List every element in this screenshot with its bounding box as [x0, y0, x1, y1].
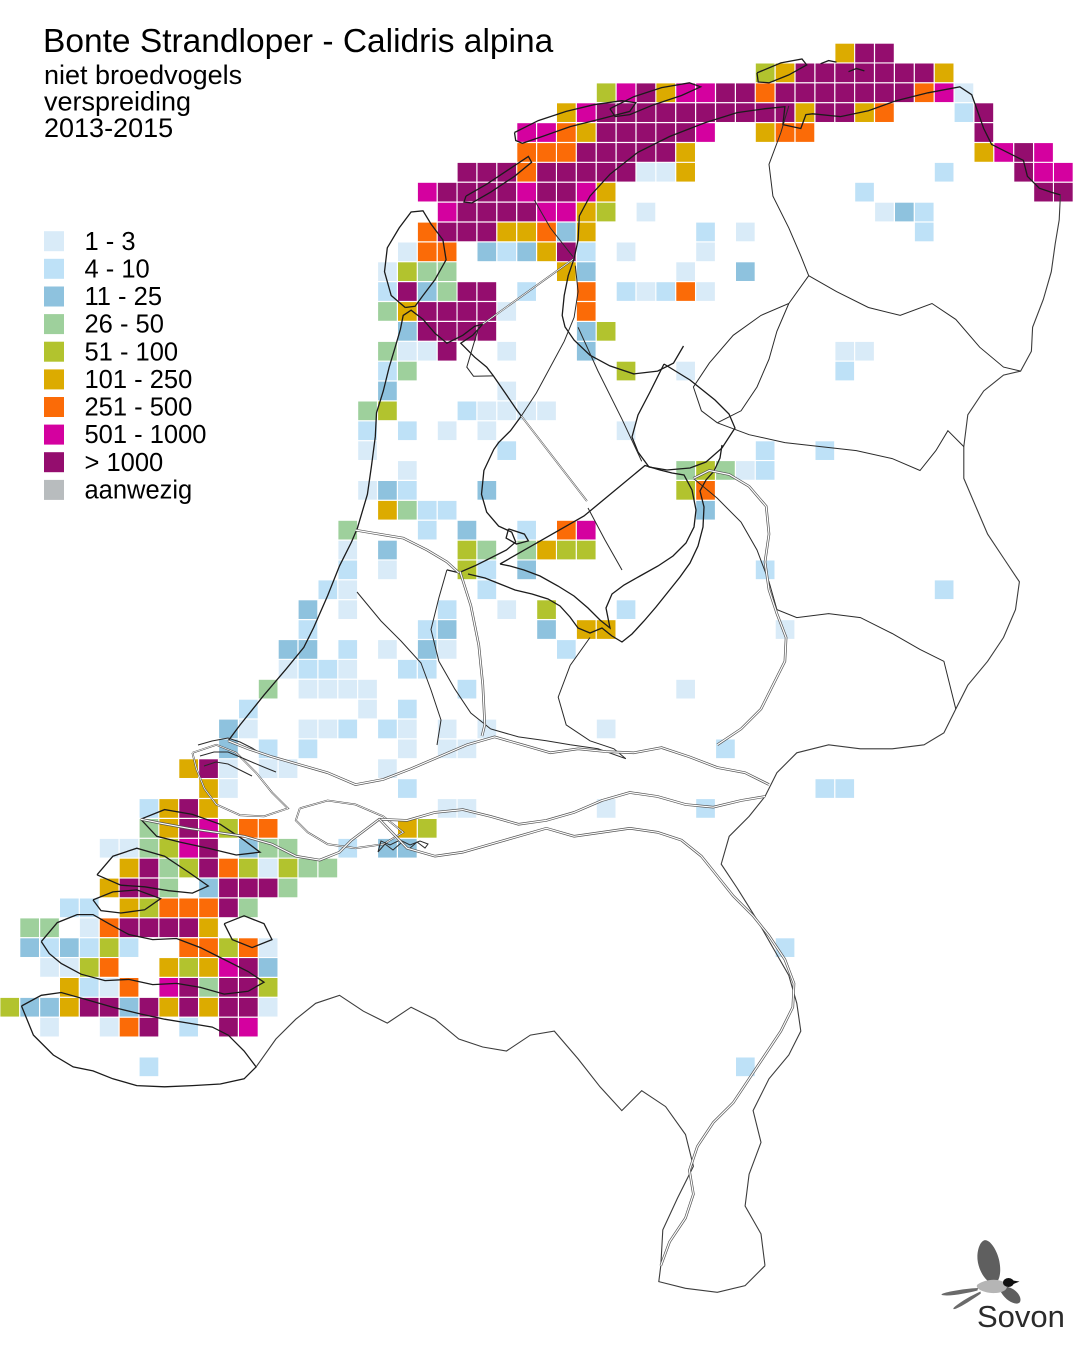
svg-text:11 - 25: 11 - 25 [85, 283, 163, 311]
svg-text:Bonte Strandloper - Calidris a: Bonte Strandloper - Calidris alpina [43, 23, 554, 60]
svg-text:4 - 10: 4 - 10 [85, 255, 150, 283]
svg-text:251 - 500: 251 - 500 [85, 394, 193, 422]
svg-text:1 - 3: 1 - 3 [85, 228, 136, 256]
svg-text:26 - 50: 26 - 50 [85, 311, 164, 339]
svg-text:101 - 250: 101 - 250 [85, 366, 193, 394]
svg-text:51 - 100: 51 - 100 [85, 338, 179, 366]
svg-text:501 - 1000: 501 - 1000 [85, 421, 207, 449]
svg-text:niet broedvogels: niet broedvogels [44, 60, 242, 90]
svg-text:Sovon: Sovon [977, 1299, 1065, 1334]
svg-text:> 1000: > 1000 [85, 449, 164, 477]
svg-text:aanwezig: aanwezig [85, 477, 193, 505]
svg-text:verspreiding: verspreiding [44, 87, 191, 117]
svg-text:2013-2015: 2013-2015 [44, 113, 173, 143]
